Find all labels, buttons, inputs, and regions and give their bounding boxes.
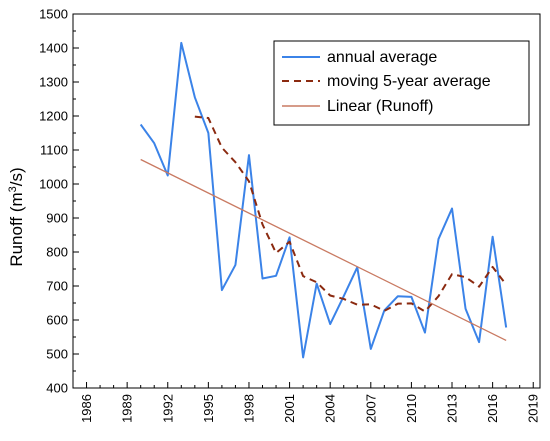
x-tick-label: 2010 bbox=[404, 394, 419, 423]
x-tick-label: 1998 bbox=[241, 394, 256, 423]
legend-frame bbox=[273, 40, 530, 126]
x-tick-label: 1989 bbox=[120, 394, 135, 423]
y-tick-label: 1500 bbox=[39, 7, 68, 22]
axes: 400 500 600 700 800 900 1000 1100 1200 1300 1400 15… bbox=[39, 7, 541, 423]
x-tick-label: 2001 bbox=[282, 394, 297, 423]
y-tick-label: 800 bbox=[46, 245, 68, 260]
y-tick-label: 1200 bbox=[39, 109, 68, 124]
legend: annual average moving 5-year average Lin… bbox=[273, 40, 530, 126]
x-tick-label: 2019 bbox=[526, 394, 541, 423]
y-tick-label: 500 bbox=[46, 347, 68, 362]
x-tick-label: 1986 bbox=[79, 394, 94, 423]
x-tick-label: 2013 bbox=[445, 394, 460, 423]
x-tick-label: 1995 bbox=[201, 394, 216, 423]
y-tick-label: 1100 bbox=[40, 143, 68, 158]
legend-label-annual-average: annual average bbox=[327, 49, 437, 66]
series-moving-5-year-average bbox=[194, 115, 507, 313]
x-tick-label: 2007 bbox=[363, 394, 378, 423]
y-tick-label: 900 bbox=[46, 211, 68, 226]
y-tick-label: 1000 bbox=[39, 177, 68, 192]
legend-label-linear: Linear (Runoff) bbox=[327, 98, 433, 115]
y-tick-label: 400 bbox=[46, 381, 68, 396]
legend-label-moving-average: moving 5-year average bbox=[327, 73, 491, 90]
x-tick-label: 2016 bbox=[485, 394, 500, 423]
y-axis-title: Runoff (m3/s) bbox=[7, 167, 26, 266]
x-tick-label: 1992 bbox=[160, 394, 175, 423]
series-layer bbox=[139, 41, 508, 359]
y-tick-label: 700 bbox=[46, 279, 68, 294]
series-linear-trend bbox=[140, 158, 507, 341]
y-tick-label: 600 bbox=[46, 313, 68, 328]
y-tick-label: 1400 bbox=[39, 41, 68, 56]
series-annual-average bbox=[139, 41, 508, 359]
x-tick-label: 2004 bbox=[323, 394, 338, 423]
y-tick-label: 1300 bbox=[39, 75, 68, 90]
